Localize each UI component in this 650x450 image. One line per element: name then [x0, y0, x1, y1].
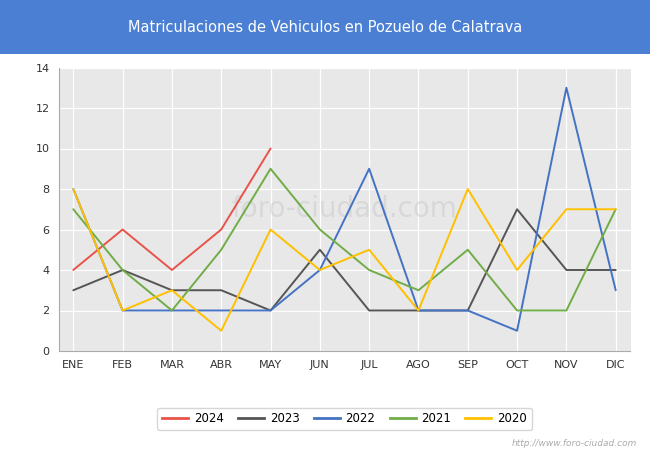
Text: http://www.foro-ciudad.com: http://www.foro-ciudad.com: [512, 439, 637, 448]
Legend: 2024, 2023, 2022, 2021, 2020: 2024, 2023, 2022, 2021, 2020: [157, 408, 532, 430]
Text: foro-ciudad.com: foro-ciudad.com: [231, 195, 458, 223]
Text: Matriculaciones de Vehiculos en Pozuelo de Calatrava: Matriculaciones de Vehiculos en Pozuelo …: [128, 19, 522, 35]
